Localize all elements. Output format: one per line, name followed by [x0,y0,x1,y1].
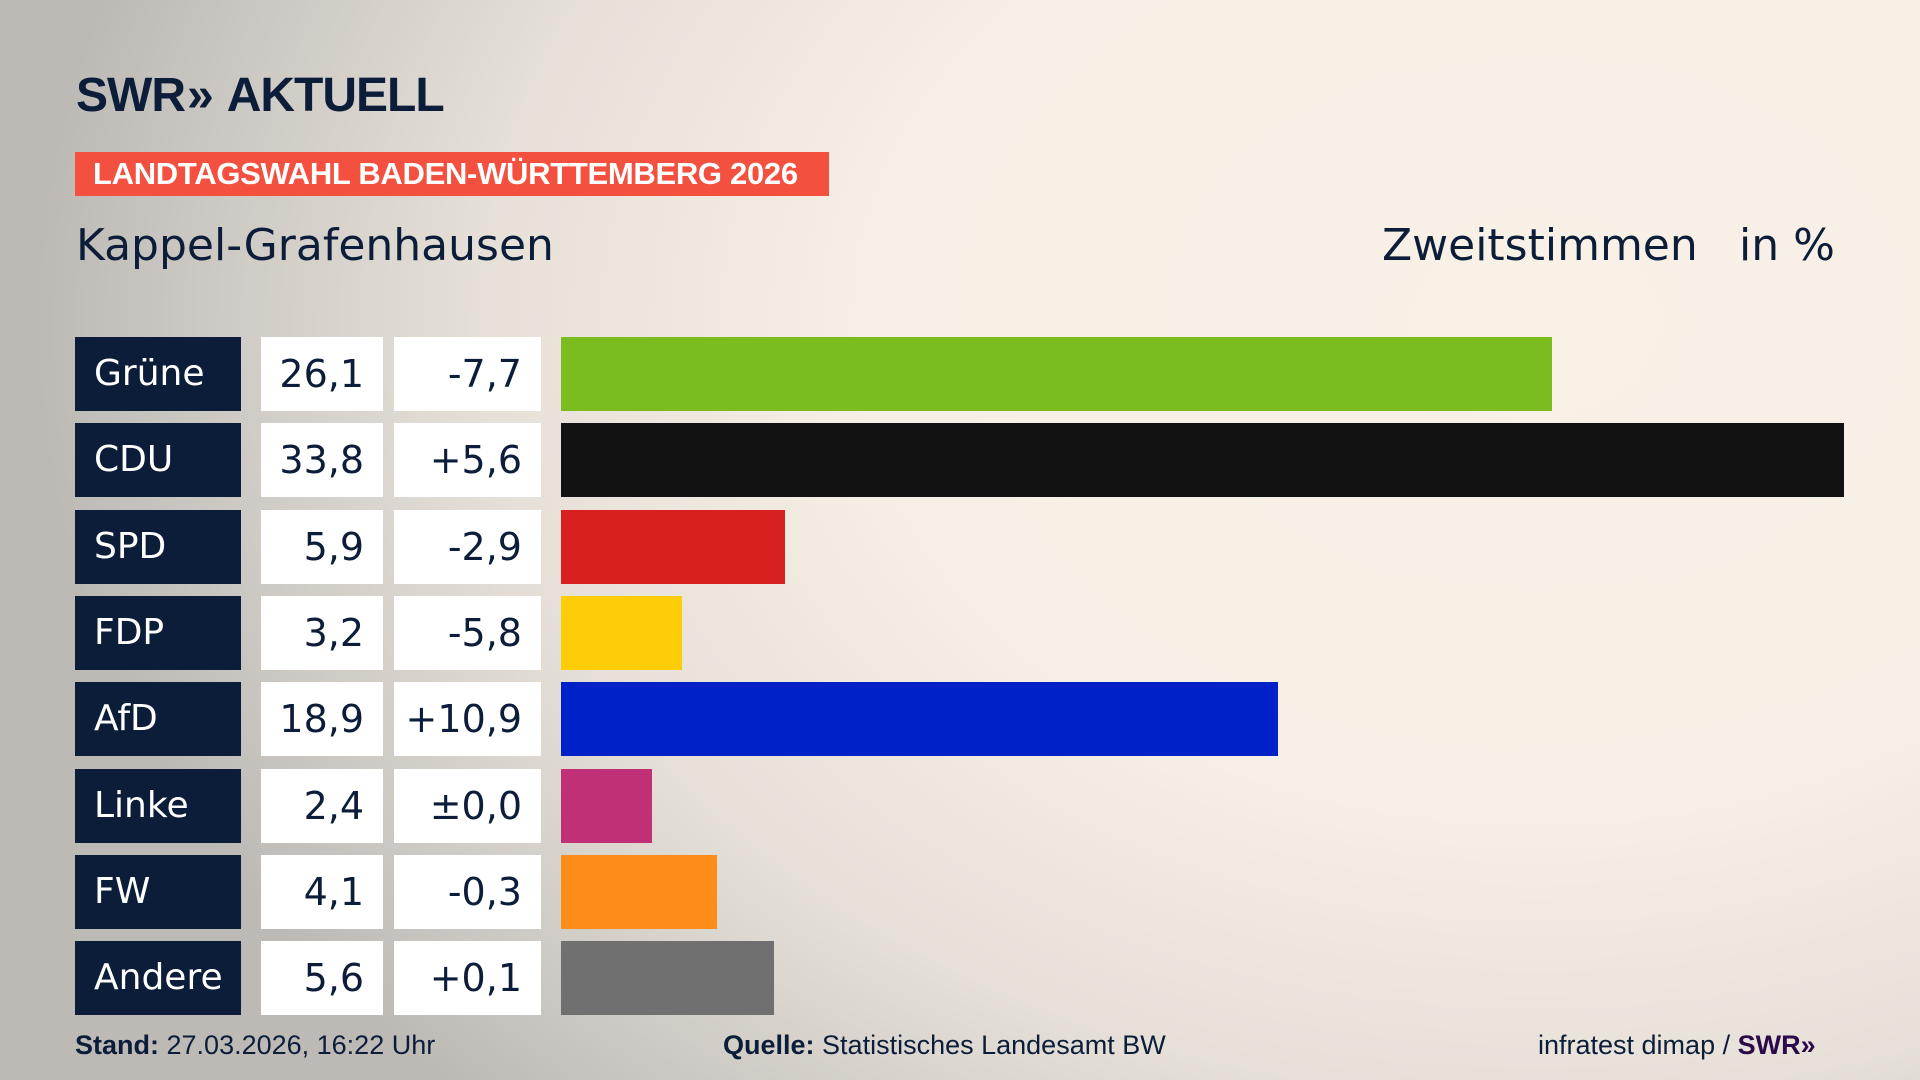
value-label: 33,8 [261,423,383,498]
result-row: SPD 5,9 -2,9 [75,509,785,584]
constituency-title: Kappel-Grafenhausen [76,220,554,271]
result-row: Grüne 26,1 -7,7 [75,337,1552,411]
diff-label: -5,8 [394,595,541,670]
credit-text: infratest dimap / [1538,1030,1731,1060]
vote-type: Zweitstimmen [1382,220,1698,271]
value-label: 2,4 [261,768,383,843]
bar [561,768,653,843]
party-label: FDP [75,595,241,670]
swr-aktuell-logo: SWR» AKTUELL [76,68,445,123]
diff-label: ±0,0 [394,768,541,843]
diff-label: -7,7 [394,337,541,411]
diff-label: +10,9 [394,682,541,757]
result-row: CDU 33,8 +5,6 [75,423,1844,498]
bar [561,423,1844,498]
bar [561,509,785,584]
source-value: Statistisches Landesamt BW [822,1030,1166,1060]
election-banner: LANDTAGSWAHL BADEN-WÜRTTEMBERG 2026 [75,152,829,196]
bar [561,941,774,1016]
result-row: FDP 3,2 -5,8 [75,595,683,670]
footer-credit: infratest dimap / SWR» [1538,1030,1816,1061]
diff-label: -2,9 [394,509,541,584]
party-label: Andere [75,941,241,1016]
bar [561,337,1552,411]
source-label: Quelle: [723,1030,815,1060]
result-row: Andere 5,6 +0,1 [75,941,774,1016]
result-row: AfD 18,9 +10,9 [75,682,1279,757]
party-label: Grüne [75,337,241,411]
footer-stand: Stand: 27.03.2026, 16:22 Uhr [75,1030,435,1061]
swr-small-logo: SWR» [1737,1030,1816,1060]
value-label: 4,1 [261,854,383,929]
bar [561,682,1279,757]
stand-label: Stand: [75,1030,159,1060]
diff-label: +0,1 [394,941,541,1016]
diff-label: +5,6 [394,423,541,498]
party-label: AfD [75,682,241,757]
bar [561,854,717,929]
logo-swr: SWR [76,69,186,122]
bar [561,595,683,670]
party-label: Linke [75,768,241,843]
value-label: 5,9 [261,509,383,584]
logo-aktuell: AKTUELL [226,69,445,122]
party-label: FW [75,854,241,929]
stand-value: 27.03.2026, 16:22 Uhr [166,1030,436,1060]
diff-label: -0,3 [394,854,541,929]
footer-source: Quelle: Statistisches Landesamt BW [723,1030,1166,1061]
value-label: 26,1 [261,337,383,411]
party-label: SPD [75,509,241,584]
unit-label: in % [1739,220,1835,271]
result-row: FW 4,1 -0,3 [75,854,717,929]
value-label: 18,9 [261,682,383,757]
value-label: 3,2 [261,595,383,670]
result-row: Linke 2,4 ±0,0 [75,768,653,843]
logo-arrows-icon: » [186,69,214,122]
value-label: 5,6 [261,941,383,1016]
party-label: CDU [75,423,241,498]
